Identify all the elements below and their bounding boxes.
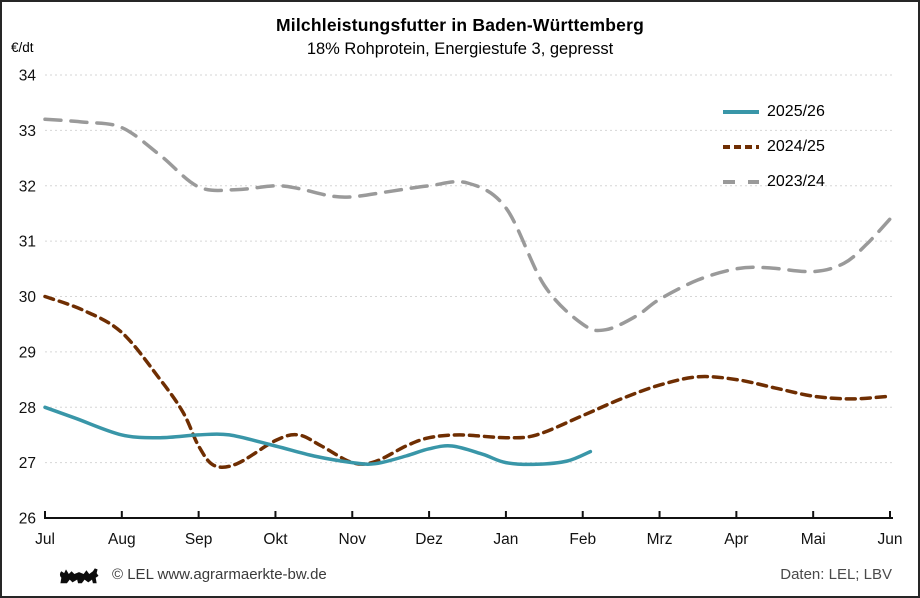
legend-item-2024-25: 2024/25 — [722, 129, 902, 164]
legend-label: 2023/24 — [767, 172, 825, 190]
y-tick-label-27: 27 — [19, 455, 36, 472]
y-tick-label-30: 30 — [19, 289, 37, 306]
x-axis: Jul Aug Sep Okt Nov Dez Jan Feb Mrz Apr Mai Jun — [35, 511, 903, 548]
x-tick-label-Sep: Sep — [185, 531, 213, 548]
y-tick-label-28: 28 — [19, 400, 36, 417]
x-tick-label-Jul: Jul — [35, 531, 55, 548]
bw-lion-icon — [59, 568, 99, 584]
chart-title: Milchleistungsfutter in Baden-Württember… — [276, 15, 644, 35]
legend-line-sample — [723, 144, 759, 149]
footer: © LEL www.agrarmaerkte-bw.de Daten: LEL;… — [2, 557, 918, 591]
y-tick-label-29: 29 — [19, 344, 36, 361]
chart-legend: 2025/26 2024/25 2023/24 — [722, 94, 902, 199]
x-tick-label-Okt: Okt — [263, 531, 288, 548]
x-tick-label-Feb: Feb — [569, 531, 596, 548]
gridlines — [45, 74, 893, 464]
series-line-2024-25 — [43, 294, 892, 469]
legend-label: 2025/26 — [767, 102, 825, 120]
data-source-text: Daten: LEL; LBV — [780, 565, 892, 583]
legend-line-sample — [723, 109, 759, 114]
x-tick-label-Dez: Dez — [415, 531, 443, 548]
chart-header: Milchleistungsfutter in Baden-Württember… — [2, 15, 918, 60]
legend-line-sample — [723, 179, 759, 184]
y-tick-label-26: 26 — [19, 511, 36, 528]
footer-left: © LEL www.agrarmaerkte-bw.de — [58, 561, 327, 587]
x-tick-label-Nov: Nov — [338, 531, 366, 548]
chart-subtitle: 18% Rohprotein, Energiestufe 3, gepresst — [306, 39, 614, 58]
series-line-2023-24 — [43, 117, 892, 333]
y-tick-label-33: 33 — [19, 123, 36, 140]
x-tick-label-Jun: Jun — [878, 531, 903, 548]
y-tick-label-34: 34 — [19, 68, 37, 85]
y-tick-label-32: 32 — [19, 178, 36, 195]
y-tick-label-31: 31 — [19, 234, 36, 251]
y-axis-unit-label: €/dt — [11, 40, 34, 55]
x-tick-label-Mrz: Mrz — [647, 531, 673, 548]
x-tick-label-Jan: Jan — [493, 531, 518, 548]
x-tick-label-Mai: Mai — [801, 531, 826, 548]
y-axis-labels: 26 27 28 29 30 31 32 33 34 — [19, 68, 37, 528]
series-line-2025-26 — [43, 405, 593, 467]
copyright-text: © LEL www.agrarmaerkte-bw.de — [112, 565, 327, 583]
legend-item-2025-26: 2025/26 — [722, 94, 902, 129]
x-tick-label-Aug: Aug — [108, 531, 136, 548]
legend-item-2023-24: 2023/24 — [722, 164, 902, 199]
legend-label: 2024/25 — [767, 137, 825, 155]
x-tick-label-Apr: Apr — [724, 531, 748, 548]
